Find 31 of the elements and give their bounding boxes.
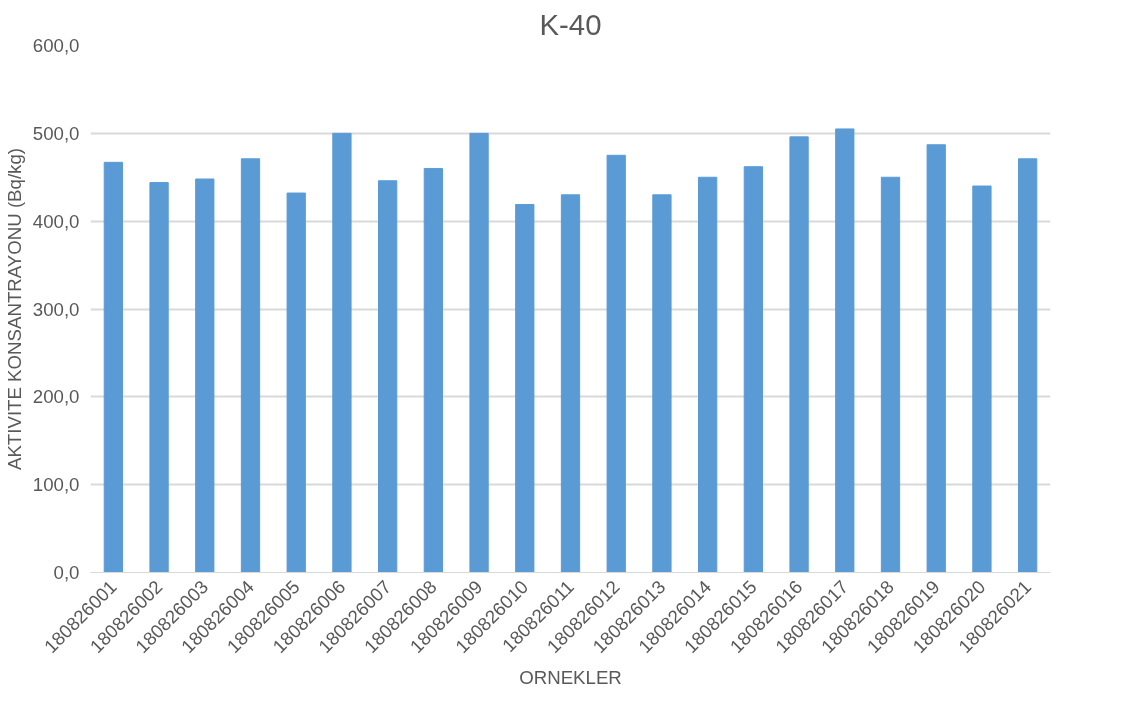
bar: [195, 178, 215, 573]
bar: [835, 128, 855, 573]
y-tick-label: 500,0: [32, 122, 80, 144]
bar: [743, 166, 763, 573]
bar: [560, 194, 581, 573]
x-axis-title: ORNEKLER: [519, 666, 622, 688]
y-tick-label: 0,0: [53, 562, 80, 583]
bar: [240, 158, 261, 573]
bar: [972, 185, 992, 573]
y-axis-title: AKTIVITE KONSANTRAYONU (Bq/kg): [3, 147, 25, 471]
bar: [378, 180, 398, 573]
bar: [286, 192, 306, 573]
bar: [698, 176, 718, 573]
y-tick-label: 600,0: [32, 35, 80, 56]
bar: [1018, 158, 1038, 573]
y-tick-label: 100,0: [32, 474, 80, 496]
bar: [469, 132, 489, 573]
bar: [880, 176, 901, 573]
bar: [149, 182, 169, 573]
bar: [103, 161, 123, 573]
bar: [926, 144, 946, 573]
bar: [332, 132, 352, 573]
chart-title: K-40: [539, 7, 602, 41]
bar: [423, 167, 443, 573]
y-tick-label: 300,0: [32, 298, 80, 320]
bar: [652, 194, 672, 573]
bar: [515, 203, 535, 573]
bar: [606, 154, 626, 573]
y-tick-label: 200,0: [32, 386, 80, 408]
y-tick-label: 400,0: [32, 210, 80, 232]
bar: [789, 136, 809, 573]
